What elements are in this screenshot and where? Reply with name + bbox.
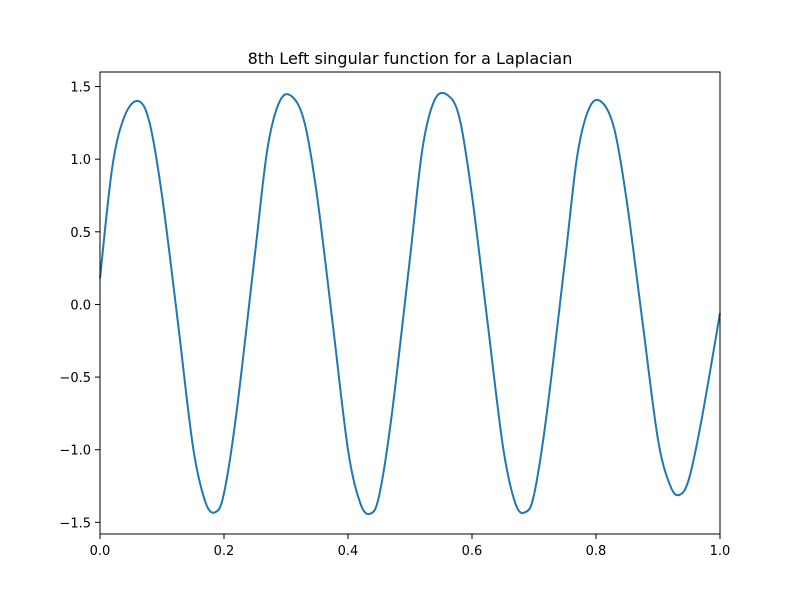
x-tick-label: 0.0 (90, 544, 111, 559)
y-tick-label: 1.0 (70, 153, 91, 168)
y-tick-label: 0.5 (70, 226, 91, 241)
x-tick-label: 1.0 (710, 544, 731, 559)
series-line-0 (99, 91, 721, 516)
plot-area: 0.0 0.2 0.4 0.6 0.8 1.0 −1.5 −1.0 −0.5 0.0 0.5 1.0 1… (59, 71, 731, 559)
y-tick-label: 1.5 (70, 81, 91, 96)
x-tick-label: 0.2 (214, 544, 235, 559)
x-tick-label: 0.6 (462, 544, 483, 559)
axes-frame (99, 71, 721, 535)
x-tick-label: 0.4 (338, 544, 359, 559)
y-tick-label: 0.0 (70, 298, 91, 313)
x-tick-label: 0.8 (586, 544, 607, 559)
y-tick-label: −1.0 (59, 444, 91, 459)
y-tick-label: −1.5 (59, 516, 91, 531)
chart-title: 8th Left singular function for a Laplaci… (248, 49, 573, 68)
y-tick-label: −0.5 (59, 371, 91, 386)
